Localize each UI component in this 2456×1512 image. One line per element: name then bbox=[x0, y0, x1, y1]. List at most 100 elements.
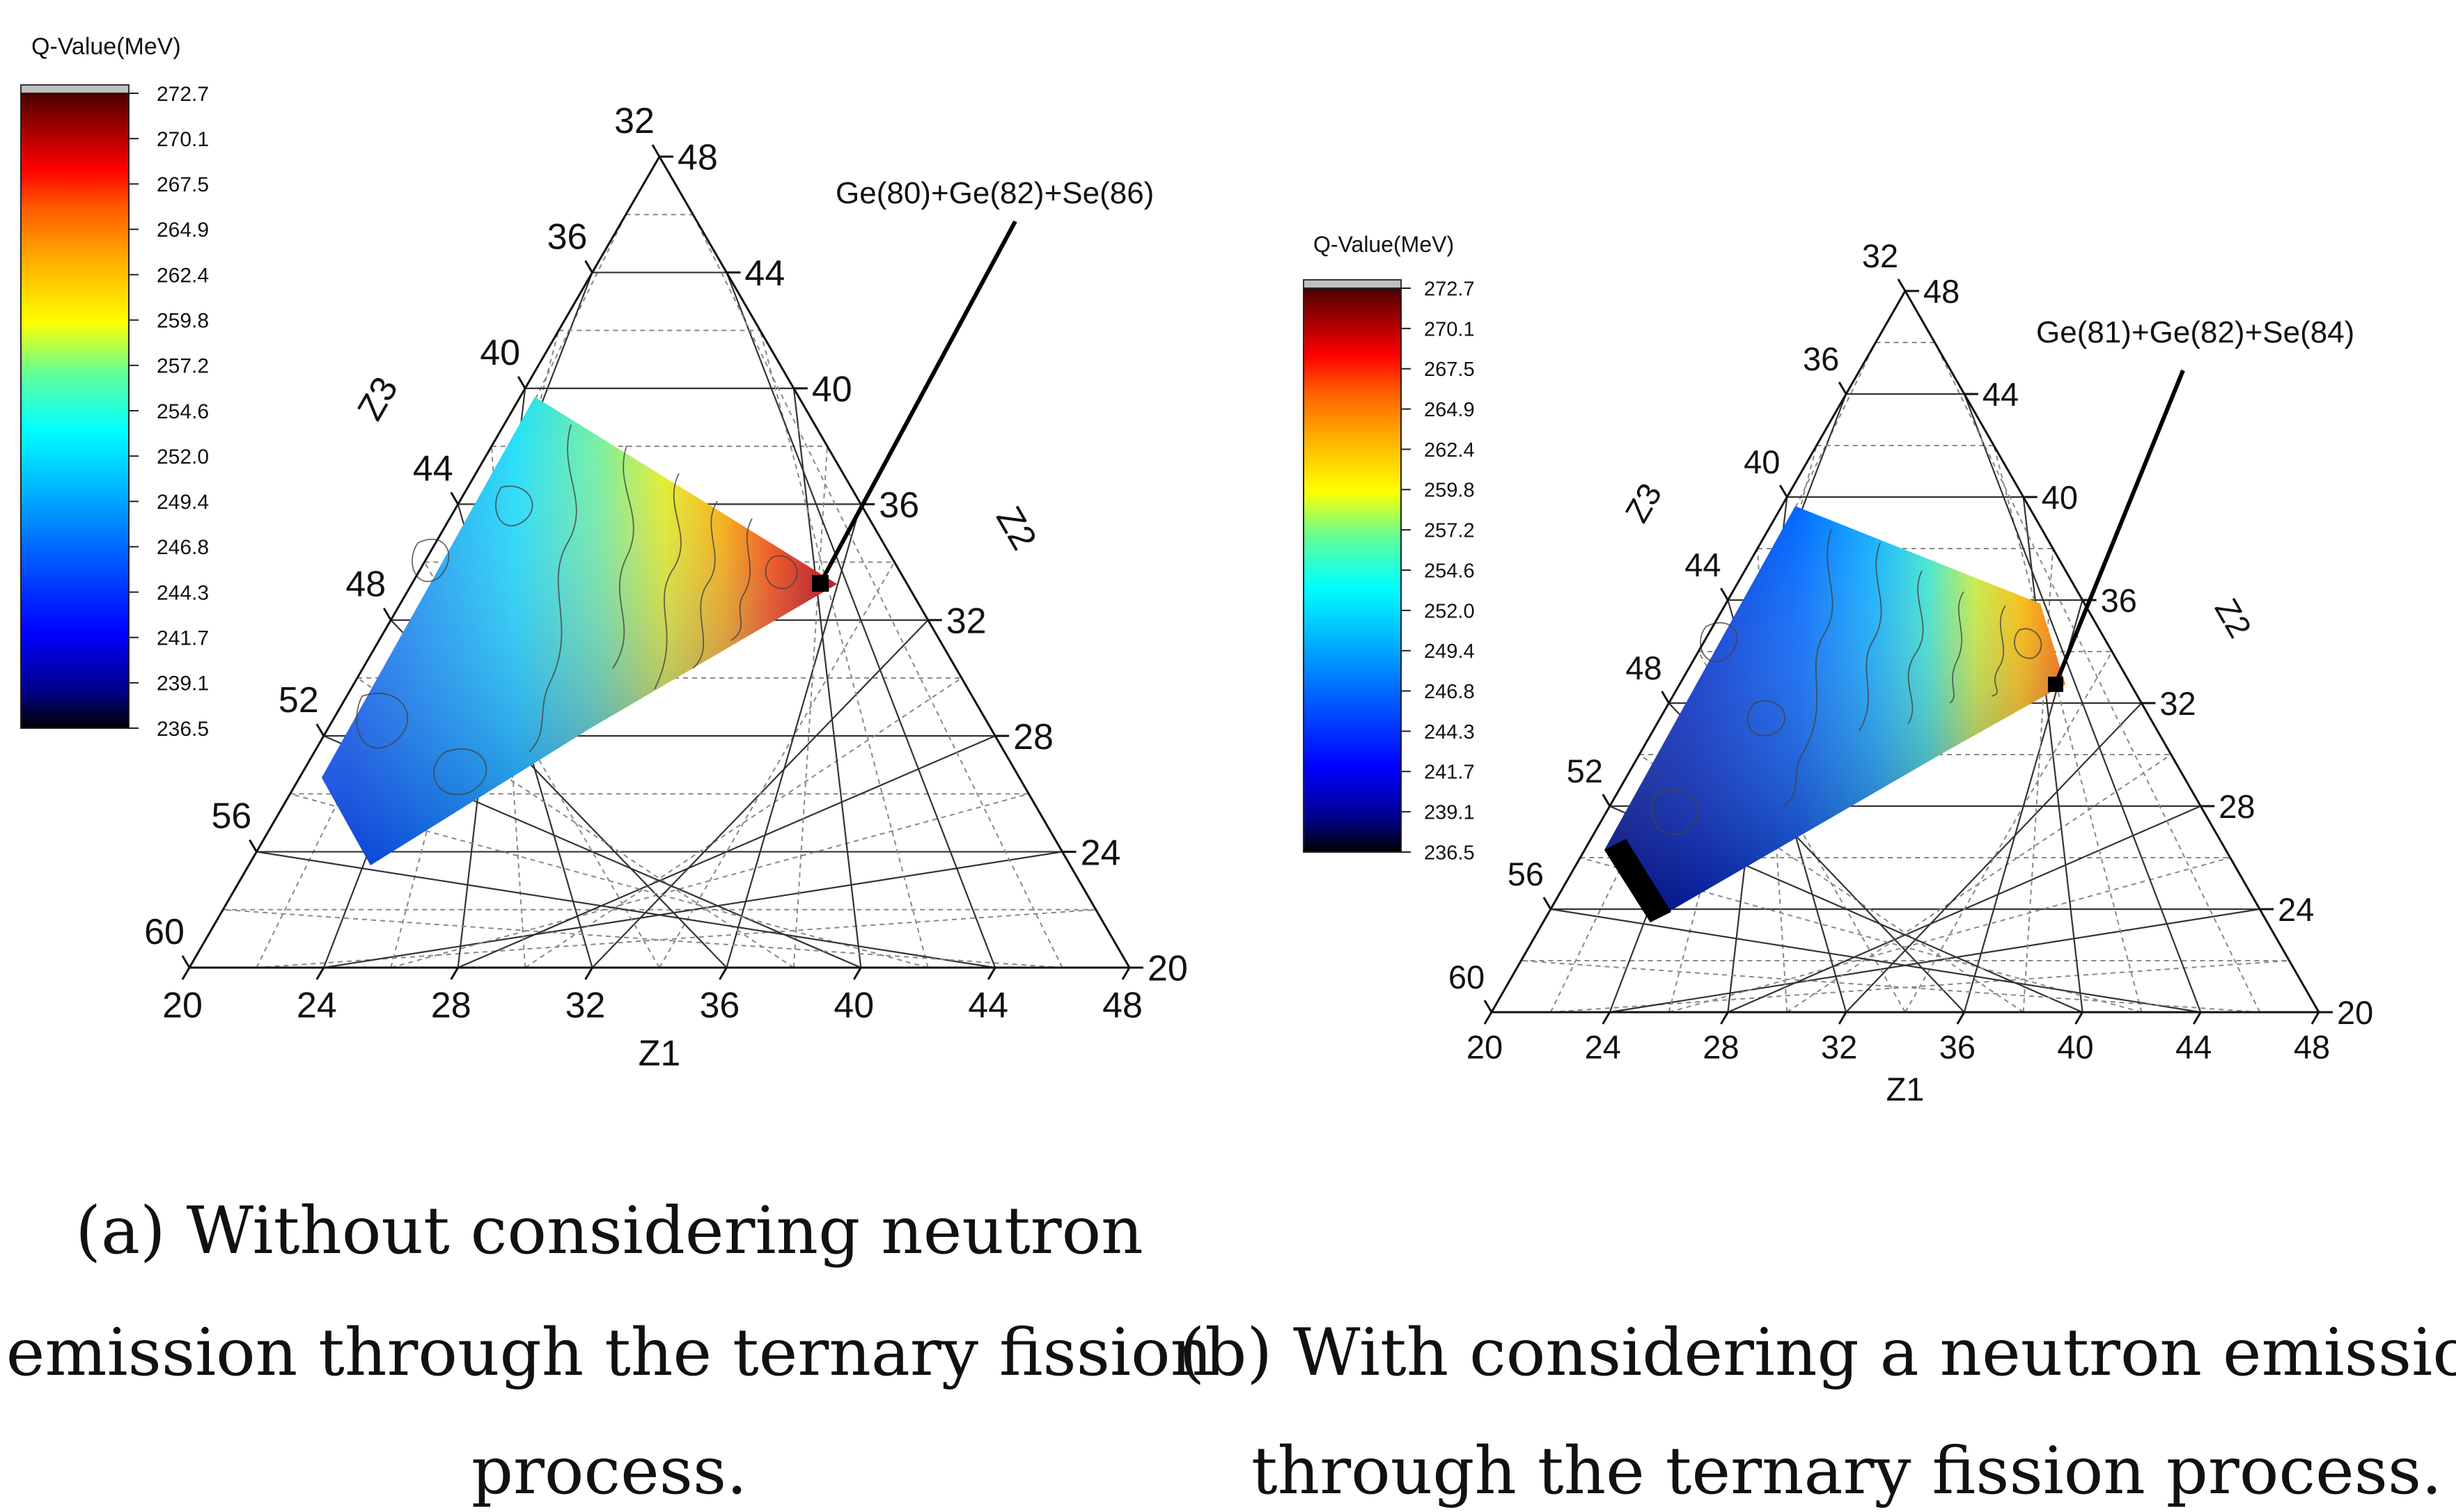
colorbar-tick-label: 236.5 bbox=[157, 718, 209, 741]
contour-line bbox=[495, 485, 533, 527]
contour-line bbox=[529, 424, 577, 753]
z3-tick-label: 36 bbox=[547, 216, 588, 257]
grid-line bbox=[524, 677, 962, 968]
z1-tick-mark bbox=[987, 967, 996, 980]
z3-tick-mark bbox=[1542, 897, 1552, 910]
ternary-frame-a bbox=[187, 155, 1132, 969]
contour-line bbox=[654, 473, 682, 690]
z1-tick-label: 44 bbox=[2175, 1028, 2212, 1065]
z3-tick-mark bbox=[382, 607, 392, 621]
contour-line bbox=[1859, 542, 1882, 732]
z3-axis-label: Z3 bbox=[1618, 477, 1668, 528]
grid-line bbox=[759, 330, 929, 968]
colorbar-gradient bbox=[20, 93, 130, 729]
colorbar-tick-label: 257.2 bbox=[157, 355, 209, 378]
z1-tick-mark bbox=[1956, 1011, 1966, 1025]
annotation-a: Ge(80)+Ge(82)+Se(86) bbox=[812, 176, 1154, 592]
z2-tick-label: 24 bbox=[2278, 891, 2314, 928]
z2-tick-label: 36 bbox=[879, 485, 919, 526]
colorbar-gradient bbox=[1303, 288, 1402, 853]
annotation-leader-line bbox=[2054, 369, 2185, 686]
z2-tick-label: 40 bbox=[812, 370, 852, 410]
z3-tick-label: 32 bbox=[614, 101, 655, 141]
z1-tick-mark bbox=[315, 967, 325, 980]
contour-line bbox=[612, 445, 634, 669]
z2-tick-label: 48 bbox=[678, 138, 718, 178]
contour-line bbox=[1907, 570, 1924, 725]
contour-line bbox=[1949, 591, 1964, 704]
z1-tick-label: 20 bbox=[162, 986, 203, 1026]
z1-tick-mark bbox=[2192, 1011, 2202, 1025]
grid-line bbox=[1609, 908, 2260, 1014]
q-value-shading bbox=[1604, 506, 2065, 922]
grid-line bbox=[1521, 960, 2260, 1013]
colorbar-tick-label: 272.7 bbox=[1424, 278, 1475, 300]
z3-tick-mark bbox=[1602, 794, 1611, 807]
z2-tick-label: 24 bbox=[1081, 833, 1121, 873]
z2-tick-label: 44 bbox=[1982, 376, 2019, 413]
grid-line bbox=[1993, 445, 2143, 1013]
ternary-panel-a: Q-Value(MeV) 272.7 270.1 267.5 264.9 262.4 259… bbox=[6, 33, 1212, 1509]
annotation-b: Ge(81)+Ge(82)+Se(84) bbox=[2036, 315, 2354, 692]
z1-tick-mark bbox=[584, 967, 593, 980]
annotation-marker bbox=[2048, 677, 2063, 692]
colorbar-tick-label: 264.9 bbox=[1424, 399, 1475, 421]
contour-line bbox=[1651, 789, 1699, 835]
ternary-triangle-frame bbox=[1489, 288, 2321, 1014]
contour-line bbox=[2014, 628, 2042, 659]
z3-tick-label: 40 bbox=[1744, 443, 1780, 480]
contour-line bbox=[1746, 700, 1785, 737]
caption-line: through the ternary fission process. bbox=[1251, 1433, 2442, 1509]
z3-tick-mark bbox=[1897, 278, 1907, 292]
contour-line bbox=[1991, 605, 2006, 697]
z3-tick-label: 48 bbox=[345, 565, 386, 605]
grid-line bbox=[290, 793, 928, 968]
colorbar-tick-label: 254.6 bbox=[1424, 560, 1475, 582]
colorbar-cap bbox=[20, 84, 130, 94]
z2-tick-label: 48 bbox=[1923, 273, 1960, 310]
z2-tick-label: 28 bbox=[2219, 788, 2255, 825]
z1-tick-mark bbox=[1483, 1011, 1493, 1025]
z3-tick-mark bbox=[651, 144, 661, 157]
z1-tick-label: 24 bbox=[297, 986, 337, 1026]
z1-tick-label: 40 bbox=[834, 986, 874, 1026]
colorbar-b: Q-Value(MeV) 272.7 270.1 267.5 264.9 262.4 259… bbox=[1303, 232, 1475, 864]
contour-line bbox=[356, 693, 409, 749]
grid-line bbox=[256, 851, 996, 969]
colorbar-tick-label: 246.8 bbox=[157, 536, 209, 559]
z1-tick-mark bbox=[1602, 1011, 1611, 1025]
grid-line bbox=[792, 388, 862, 968]
z1-tick-label: 20 bbox=[1466, 1028, 1503, 1065]
grid-line bbox=[1550, 960, 2290, 1013]
z3-tick-mark bbox=[584, 260, 593, 274]
z1-tick-label: 48 bbox=[2294, 1028, 2330, 1065]
z1-tick-mark bbox=[1121, 967, 1131, 980]
z3-tick-label: 52 bbox=[1567, 753, 1603, 789]
grid-line bbox=[659, 561, 895, 968]
z1-tick-label: 28 bbox=[1703, 1028, 1739, 1065]
z1-axis-label: Z1 bbox=[1886, 1071, 1925, 1108]
annotation-label: Ge(81)+Ge(82)+Se(84) bbox=[2036, 315, 2354, 349]
z1-tick-label: 24 bbox=[1585, 1028, 1621, 1065]
colorbar-a: Q-Value(MeV) 272.7 270.1 267.5 264.9 262.4 259… bbox=[20, 33, 209, 741]
colorbar-cap bbox=[1303, 279, 1402, 289]
colorbar-tick-label: 236.5 bbox=[1424, 842, 1475, 864]
grid-line bbox=[457, 735, 996, 969]
contour-line bbox=[1700, 622, 1738, 663]
caption-line: emission through the ternary fission bbox=[6, 1315, 1212, 1391]
colorbar-tick-label: 246.8 bbox=[1424, 681, 1475, 703]
z3-tick-mark bbox=[450, 491, 460, 505]
colorbar-tick-label: 272.7 bbox=[157, 83, 209, 106]
grid-line bbox=[1786, 754, 2172, 1013]
z2-tick-label: 36 bbox=[2101, 582, 2137, 619]
colorbar-tick-label: 259.8 bbox=[1424, 480, 1475, 502]
colorbar-tick-label: 241.7 bbox=[157, 627, 209, 650]
colorbar-tick-label: 252.0 bbox=[157, 446, 209, 468]
colorbar-tick-label: 249.4 bbox=[1424, 640, 1475, 663]
z2-tick-label: 44 bbox=[744, 253, 785, 294]
z2-tick-label: 32 bbox=[946, 601, 987, 641]
contour-line bbox=[433, 748, 487, 796]
caption-line: (b) With considering a neutron emission bbox=[1180, 1315, 2456, 1391]
z1-tick-mark bbox=[1838, 1011, 1847, 1025]
q-value-shading bbox=[322, 397, 837, 865]
